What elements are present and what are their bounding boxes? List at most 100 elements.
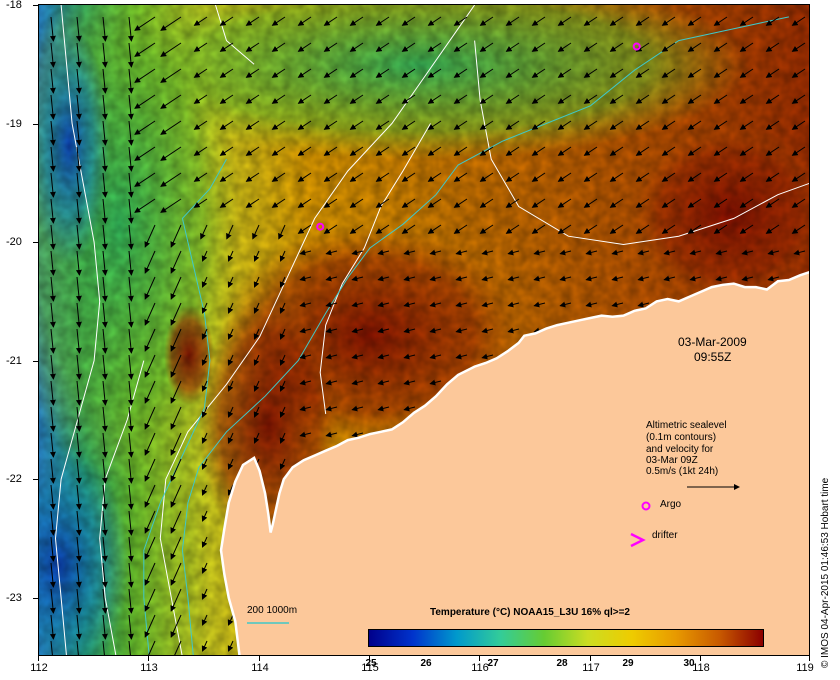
velocity-arrow — [144, 224, 156, 248]
velocity-arrow — [377, 249, 390, 256]
velocity-arrow — [531, 224, 546, 234]
velocity-arrow — [49, 94, 56, 120]
velocity-arrow — [75, 120, 82, 146]
velocity-legend-line: Altimetric sealevel — [646, 420, 727, 431]
lon-label: 116 — [471, 662, 489, 674]
velocity-arrow — [101, 510, 108, 536]
velocity-arrow — [375, 42, 390, 52]
velocity-arrow — [479, 16, 494, 26]
velocity-arrow — [170, 432, 182, 456]
velocity-arrow — [101, 302, 108, 328]
velocity-arrow — [299, 301, 312, 308]
velocity-arrow — [127, 614, 134, 640]
velocity-arrow — [279, 354, 286, 366]
velocity-arrow — [170, 536, 182, 560]
velocity-legend-line: 0.5m/s (1kt 24h) — [646, 466, 719, 477]
velocity-arrow — [170, 406, 182, 430]
velocity-arrow — [49, 588, 56, 614]
velocity-arrow — [351, 405, 364, 412]
velocity-arrow — [134, 68, 156, 83]
velocity-arrow — [351, 431, 364, 438]
velocity-arrow — [791, 68, 806, 78]
velocity-arrow — [349, 224, 364, 234]
velocity-arrow — [174, 640, 182, 655]
velocity-arrow — [193, 16, 208, 26]
lat-tick — [33, 242, 38, 243]
velocity-arrow — [134, 42, 156, 57]
velocity-arrow — [170, 380, 182, 404]
velocity-arrow — [219, 198, 234, 208]
velocity-arrow — [127, 276, 134, 302]
velocity-arrow — [453, 16, 468, 26]
lon-label: 112 — [30, 662, 48, 674]
velocity-arrow — [401, 16, 416, 26]
velocity-arrow — [585, 249, 598, 256]
velocity-arrow — [325, 249, 338, 256]
velocity-arrow — [401, 42, 416, 52]
velocity-arrow — [227, 406, 234, 418]
velocity-arrow — [201, 510, 208, 522]
velocity-arrow — [201, 640, 208, 652]
velocity-arrow — [101, 536, 108, 562]
velocity-arrow — [127, 562, 134, 588]
velocity-arrow — [453, 120, 468, 130]
velocity-arrow — [349, 42, 364, 52]
velocity-arrow — [713, 120, 728, 130]
velocity-arrow — [170, 276, 182, 300]
velocity-arrow — [609, 172, 624, 182]
velocity-arrow — [351, 249, 364, 256]
lat-tick — [33, 598, 38, 599]
velocity-arrow — [160, 68, 182, 83]
velocity-arrow — [253, 250, 260, 262]
velocity-arrow — [455, 275, 468, 282]
velocity-arrow — [193, 172, 208, 182]
velocity-arrow — [661, 146, 676, 156]
velocity-arrow — [101, 68, 108, 94]
velocity-arrow — [101, 458, 108, 484]
velocity-arrow — [127, 588, 134, 614]
velocity-arrow — [687, 198, 702, 208]
velocity-arrow — [49, 224, 56, 250]
velocity-arrow — [609, 198, 624, 208]
velocity-arrow — [297, 146, 312, 156]
velocity-arrow — [325, 379, 338, 386]
velocity-arrow — [193, 198, 208, 208]
velocity-arrow — [687, 172, 702, 182]
velocity-arrow — [349, 120, 364, 130]
velocity-arrow — [403, 249, 416, 256]
velocity-arrow — [201, 562, 208, 574]
velocity-arrow — [245, 198, 260, 208]
velocity-arrow — [687, 68, 702, 78]
velocity-arrow — [427, 94, 442, 104]
velocity-arrow — [193, 120, 208, 130]
velocity-arrow — [531, 94, 546, 104]
velocity-arrow — [661, 120, 676, 130]
sst-map — [38, 4, 810, 656]
velocity-arrow — [533, 301, 546, 308]
velocity-arrow — [635, 94, 650, 104]
velocity-arrow — [403, 327, 416, 334]
velocity-arrow — [791, 16, 806, 26]
velocity-arrow — [713, 224, 728, 234]
colorbar-tick-label: 28 — [556, 658, 568, 669]
velocity-arrow — [279, 302, 286, 314]
velocity-arrow — [75, 224, 82, 250]
lon-tick — [259, 656, 260, 661]
velocity-arrow — [160, 94, 182, 109]
velocity-arrow — [201, 328, 208, 340]
velocity-arrow — [611, 275, 624, 282]
sst-map-canvas — [39, 5, 809, 655]
velocity-arrow — [75, 458, 82, 484]
velocity-arrow — [401, 224, 416, 234]
velocity-arrow — [429, 379, 442, 386]
velocity-arrow — [637, 301, 650, 308]
velocity-arrow — [279, 328, 286, 340]
velocity-arrow — [245, 94, 260, 104]
velocity-arrow — [271, 172, 286, 182]
velocity-arrow — [479, 146, 494, 156]
velocity-arrow — [609, 120, 624, 130]
velocity-arrow — [559, 275, 572, 282]
sealevel-contour — [54, 5, 101, 655]
velocity-arrow — [713, 42, 728, 52]
velocity-arrow — [75, 562, 82, 588]
